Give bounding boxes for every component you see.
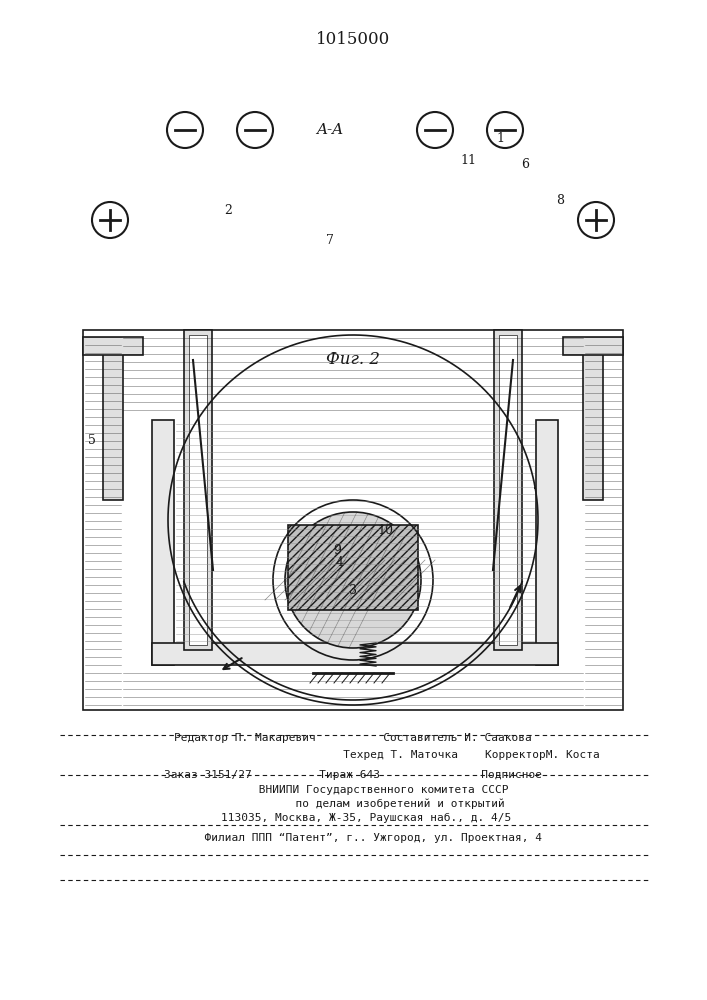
- Text: 1: 1: [496, 131, 504, 144]
- Bar: [152, 643, 558, 665]
- Bar: [583, 340, 603, 500]
- Bar: [563, 337, 623, 355]
- Bar: [184, 330, 212, 650]
- Bar: [103, 340, 123, 500]
- Bar: [536, 420, 558, 665]
- Text: 113035, Москва, Ж-35, Раушская наб., д. 4/5: 113035, Москва, Ж-35, Раушская наб., д. …: [194, 813, 512, 823]
- Text: 8: 8: [556, 194, 564, 207]
- Text: 4: 4: [336, 556, 344, 568]
- Text: 1015000: 1015000: [316, 31, 390, 48]
- Text: Техред Т. Маточка    КорректорМ. Коста: Техред Т. Маточка КорректорМ. Коста: [107, 750, 600, 760]
- Text: Редактор П. Макаревич          Составитель И. Саакова: Редактор П. Макаревич Составитель И. Саа…: [174, 733, 532, 743]
- Bar: [494, 330, 522, 650]
- Bar: [499, 335, 517, 645]
- Text: Филиал ППП “Патент”, г.. Ужгород, ул. Проектная, 4: Филиал ППП “Патент”, г.. Ужгород, ул. Пр…: [164, 833, 542, 843]
- Text: 7: 7: [326, 233, 334, 246]
- Text: 9: 9: [333, 544, 341, 556]
- Text: 2: 2: [224, 204, 232, 217]
- Bar: [189, 335, 207, 645]
- Text: 5: 5: [88, 434, 96, 446]
- Text: Фиг. 2: Фиг. 2: [326, 352, 380, 368]
- Text: A-A: A-A: [317, 123, 344, 137]
- Text: ВНИИПИ Государственного комитета СССР: ВНИИПИ Государственного комитета СССР: [198, 785, 508, 795]
- Text: по делам изобретений и открытий: по делам изобретений и открытий: [201, 799, 505, 809]
- Bar: [288, 525, 418, 610]
- Text: 10: 10: [377, 524, 393, 536]
- Text: Заказ 3151/27          Тираж 643               Подписное: Заказ 3151/27 Тираж 643 Подписное: [164, 770, 542, 780]
- Text: 11: 11: [460, 153, 476, 166]
- Text: 6: 6: [521, 158, 529, 172]
- Circle shape: [285, 512, 421, 648]
- Text: 3: 3: [349, 584, 357, 596]
- Bar: [83, 337, 143, 355]
- Bar: [152, 420, 174, 665]
- Bar: [83, 330, 623, 710]
